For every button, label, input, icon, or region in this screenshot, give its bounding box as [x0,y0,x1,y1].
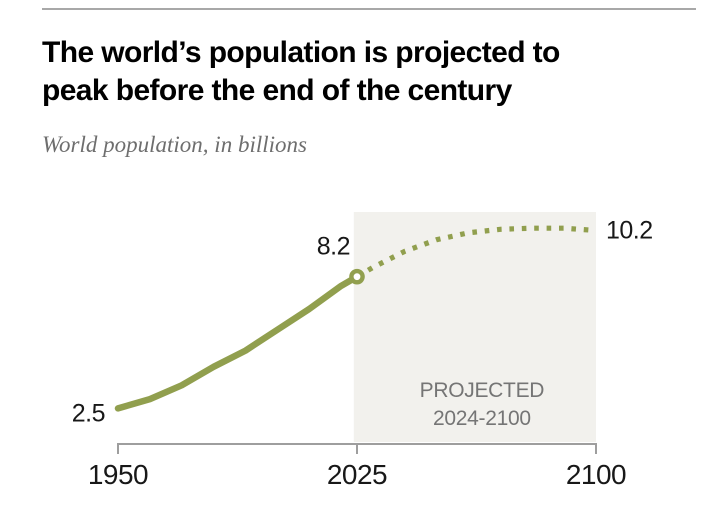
value-label-start: 2.5 [72,399,105,427]
top-rule [42,8,696,10]
x-axis-label-2025: 2025 [327,459,387,490]
chart-subtitle: World population, in billions [42,132,307,157]
x-axis-label-2100: 2100 [566,459,626,490]
value-label-end: 10.2 [606,216,653,244]
x-axis-label-1950: 1950 [88,459,148,490]
current-value-marker [349,268,365,285]
projected-region-label-line-2: 2024-2100 [433,407,531,430]
chart-title: The world’s population is projected to p… [42,34,682,110]
projected-region [353,212,596,442]
historical-line [114,273,361,412]
chart-title-line-1: The world’s population is projected to [42,36,560,69]
projected-region-label-line-1: PROJECTED [420,379,545,402]
chart-title-line-2: peak before the end of the century [42,74,512,107]
value-label-current: 8.2 [317,233,350,261]
